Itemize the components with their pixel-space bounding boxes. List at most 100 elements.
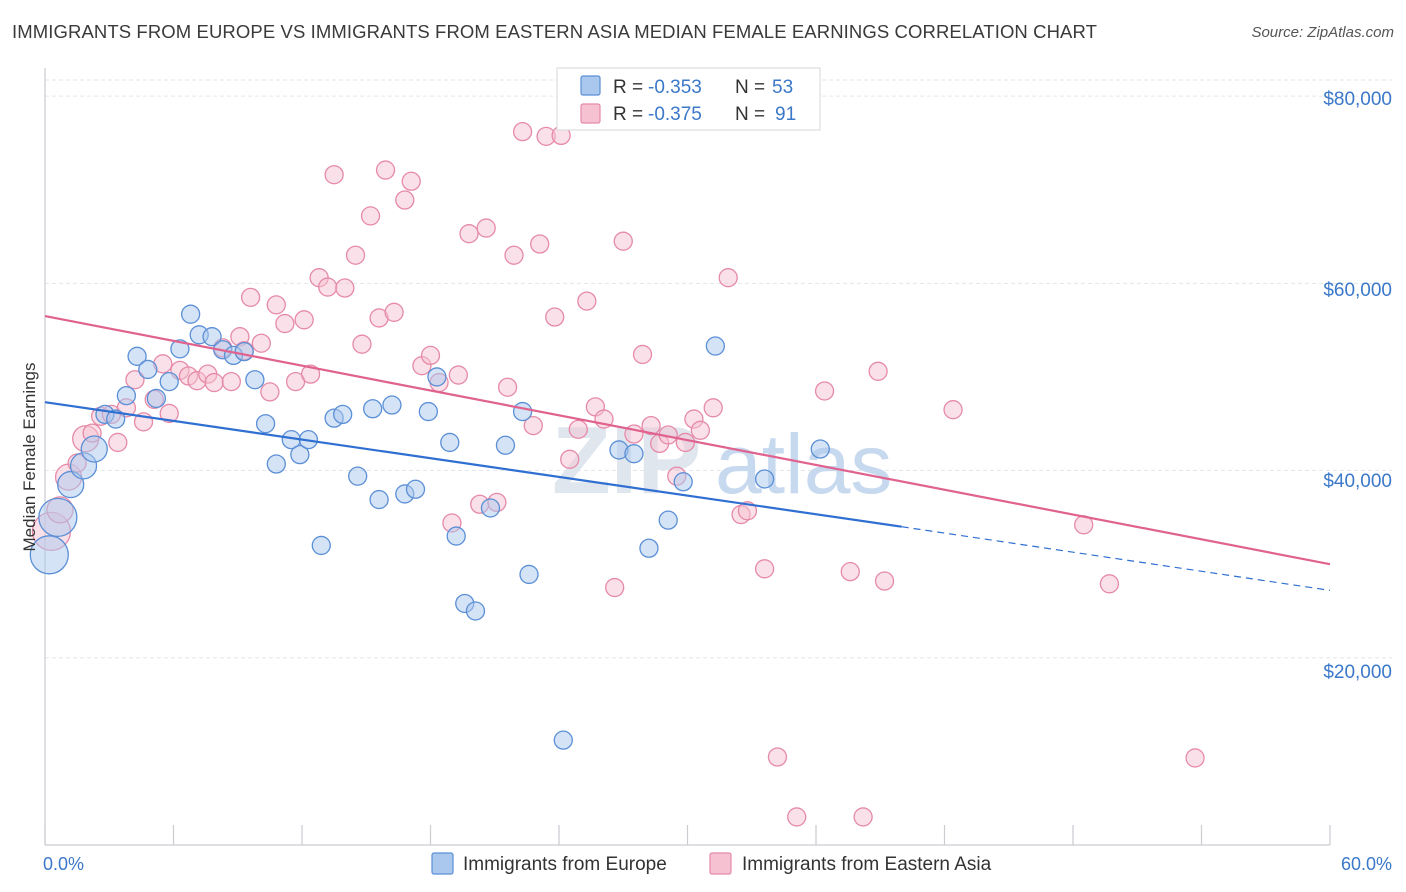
europe-point-41 <box>495 435 516 455</box>
asia-point-34 <box>324 165 344 185</box>
europe-point-49 <box>673 472 693 492</box>
asia-point-21 <box>221 371 241 392</box>
europe-point-50 <box>705 336 725 356</box>
europe-point-6 <box>106 409 126 429</box>
asia-point-69 <box>632 344 653 365</box>
asia-point-24 <box>240 287 261 308</box>
europe-point-21 <box>266 454 286 474</box>
y-tick-label-40000: $40,000 <box>1323 471 1392 492</box>
europe-points <box>29 304 830 750</box>
axis-layer <box>44 68 1331 846</box>
legend-n-value-europe: 53 <box>772 77 793 98</box>
asia-point-78 <box>718 268 738 288</box>
legend-n-label-asia: N = <box>735 104 765 125</box>
asia-point-86 <box>868 361 888 381</box>
legend-r-label-asia: R = <box>613 104 643 125</box>
asia-point-66 <box>605 577 625 598</box>
asia-point-51 <box>476 218 496 238</box>
europe-point-23 <box>290 444 310 465</box>
asia-point-42 <box>395 190 415 210</box>
legend-swatch-asia <box>580 103 601 124</box>
asia-point-61 <box>560 449 580 469</box>
asia-point-53 <box>497 377 518 397</box>
europe-point-51 <box>754 469 775 489</box>
asia-trend-line <box>44 314 1331 566</box>
europe-point-18 <box>234 342 254 362</box>
legend-r-label-europe: R = <box>613 77 643 98</box>
asia-point-82 <box>767 747 788 767</box>
europe-point-12 <box>170 339 190 359</box>
asia-point-84 <box>840 561 860 582</box>
bottom-legend-label-europe: Immigrants from Europe <box>463 854 667 875</box>
bottom-legend-swatch-asia <box>709 852 732 875</box>
asia-point-62 <box>568 419 588 440</box>
bottom-legend: Immigrants from Europe Immigrants from E… <box>431 852 992 875</box>
asia-point-25 <box>251 333 271 353</box>
asia-point-87 <box>874 571 895 591</box>
europe-point-15 <box>202 327 222 347</box>
europe-point-13 <box>180 304 201 324</box>
asia-point-76 <box>690 420 710 440</box>
europe-point-43 <box>519 564 539 585</box>
asia-point-30 <box>294 310 314 330</box>
y-tick-label-60000: $60,000 <box>1323 280 1392 301</box>
europe-point-44 <box>553 730 573 750</box>
asia-point-28 <box>275 313 295 334</box>
watermark-atlas: atlas <box>715 417 892 511</box>
asia-point-40 <box>375 160 396 180</box>
europe-point-47 <box>639 538 659 558</box>
asia-point-27 <box>266 295 286 315</box>
asia-point-63 <box>577 291 597 311</box>
asia-point-59 <box>545 307 565 327</box>
asia-point-36 <box>345 245 366 265</box>
europe-point-8 <box>127 346 147 366</box>
asia-point-45 <box>420 345 441 366</box>
asia-point-10 <box>125 370 145 390</box>
asia-point-70 <box>641 415 661 436</box>
europe-point-42 <box>512 401 533 422</box>
asia-point-26 <box>260 382 280 402</box>
europe-point-0 <box>29 535 69 575</box>
legend-n-label-europe: N = <box>735 77 765 98</box>
asia-point-57 <box>530 234 550 254</box>
europe-point-35 <box>427 367 447 387</box>
chart-title: IMMIGRANTS FROM EUROPE VS IMMIGRANTS FRO… <box>12 21 1098 42</box>
europe-point-20 <box>255 414 276 434</box>
europe-point-11 <box>159 371 179 392</box>
asia-point-43 <box>401 171 421 191</box>
europe-trend-line <box>44 401 902 528</box>
legend-r-value-asia: -0.375 <box>648 104 702 125</box>
asia-point-37 <box>352 334 372 354</box>
asia-point-54 <box>504 245 524 265</box>
europe-point-1 <box>38 497 78 537</box>
source-label: Source: ZipAtlas.com <box>1251 24 1394 41</box>
europe-point-34 <box>418 401 439 422</box>
asia-point-33 <box>318 277 338 297</box>
asia-point-41 <box>384 302 404 322</box>
x-tick-label-min: 0.0% <box>43 854 84 874</box>
europe-point-19 <box>245 370 265 390</box>
x-tick-label-max: 60.0% <box>1341 854 1392 874</box>
asia-point-38 <box>360 206 381 226</box>
grid-layer <box>45 79 1392 659</box>
asia-point-31 <box>300 364 321 384</box>
asia-point-55 <box>512 122 533 142</box>
europe-point-37 <box>446 526 466 546</box>
europe-point-7 <box>116 386 137 406</box>
asia-point-67 <box>613 231 633 251</box>
asia-point-35 <box>335 278 355 298</box>
asia-point-88 <box>943 400 963 420</box>
bottom-legend-swatch-europe <box>431 852 454 875</box>
asia-point-91 <box>1185 748 1205 768</box>
asia-point-92 <box>814 381 835 401</box>
legend-swatch-europe <box>580 75 601 96</box>
asia-point-81 <box>754 559 775 579</box>
europe-point-48 <box>658 510 678 530</box>
bottom-legend-label-asia: Immigrants from Eastern Asia <box>742 854 992 875</box>
europe-point-40 <box>480 498 501 518</box>
europe-point-52 <box>810 439 830 459</box>
trend-lines <box>44 314 1331 591</box>
europe-point-27 <box>333 404 353 425</box>
europe-point-29 <box>363 399 383 419</box>
